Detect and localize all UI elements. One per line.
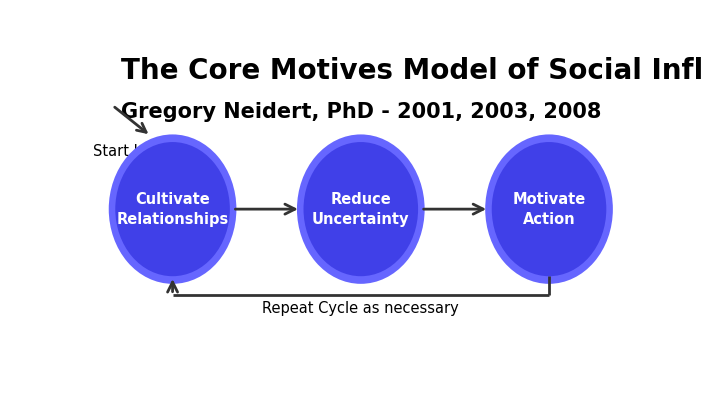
Text: The Core Motives Model of Social Influence: The Core Motives Model of Social Influen… [121, 57, 704, 85]
Ellipse shape [115, 142, 230, 276]
Text: Cultivate
Relationships: Cultivate Relationships [116, 192, 229, 227]
Text: Motivate
Action: Motivate Action [513, 192, 586, 227]
Text: Gregory Neidert, PhD - 2001, 2003, 2008: Gregory Neidert, PhD - 2001, 2003, 2008 [121, 103, 601, 122]
Text: Reduce
Uncertainty: Reduce Uncertainty [312, 192, 410, 227]
Text: Start here:: Start here: [94, 144, 172, 158]
Ellipse shape [108, 134, 237, 284]
Ellipse shape [297, 134, 425, 284]
Text: Repeat Cycle as necessary: Repeat Cycle as necessary [263, 301, 459, 316]
Ellipse shape [485, 134, 613, 284]
Ellipse shape [303, 142, 418, 276]
Ellipse shape [491, 142, 606, 276]
